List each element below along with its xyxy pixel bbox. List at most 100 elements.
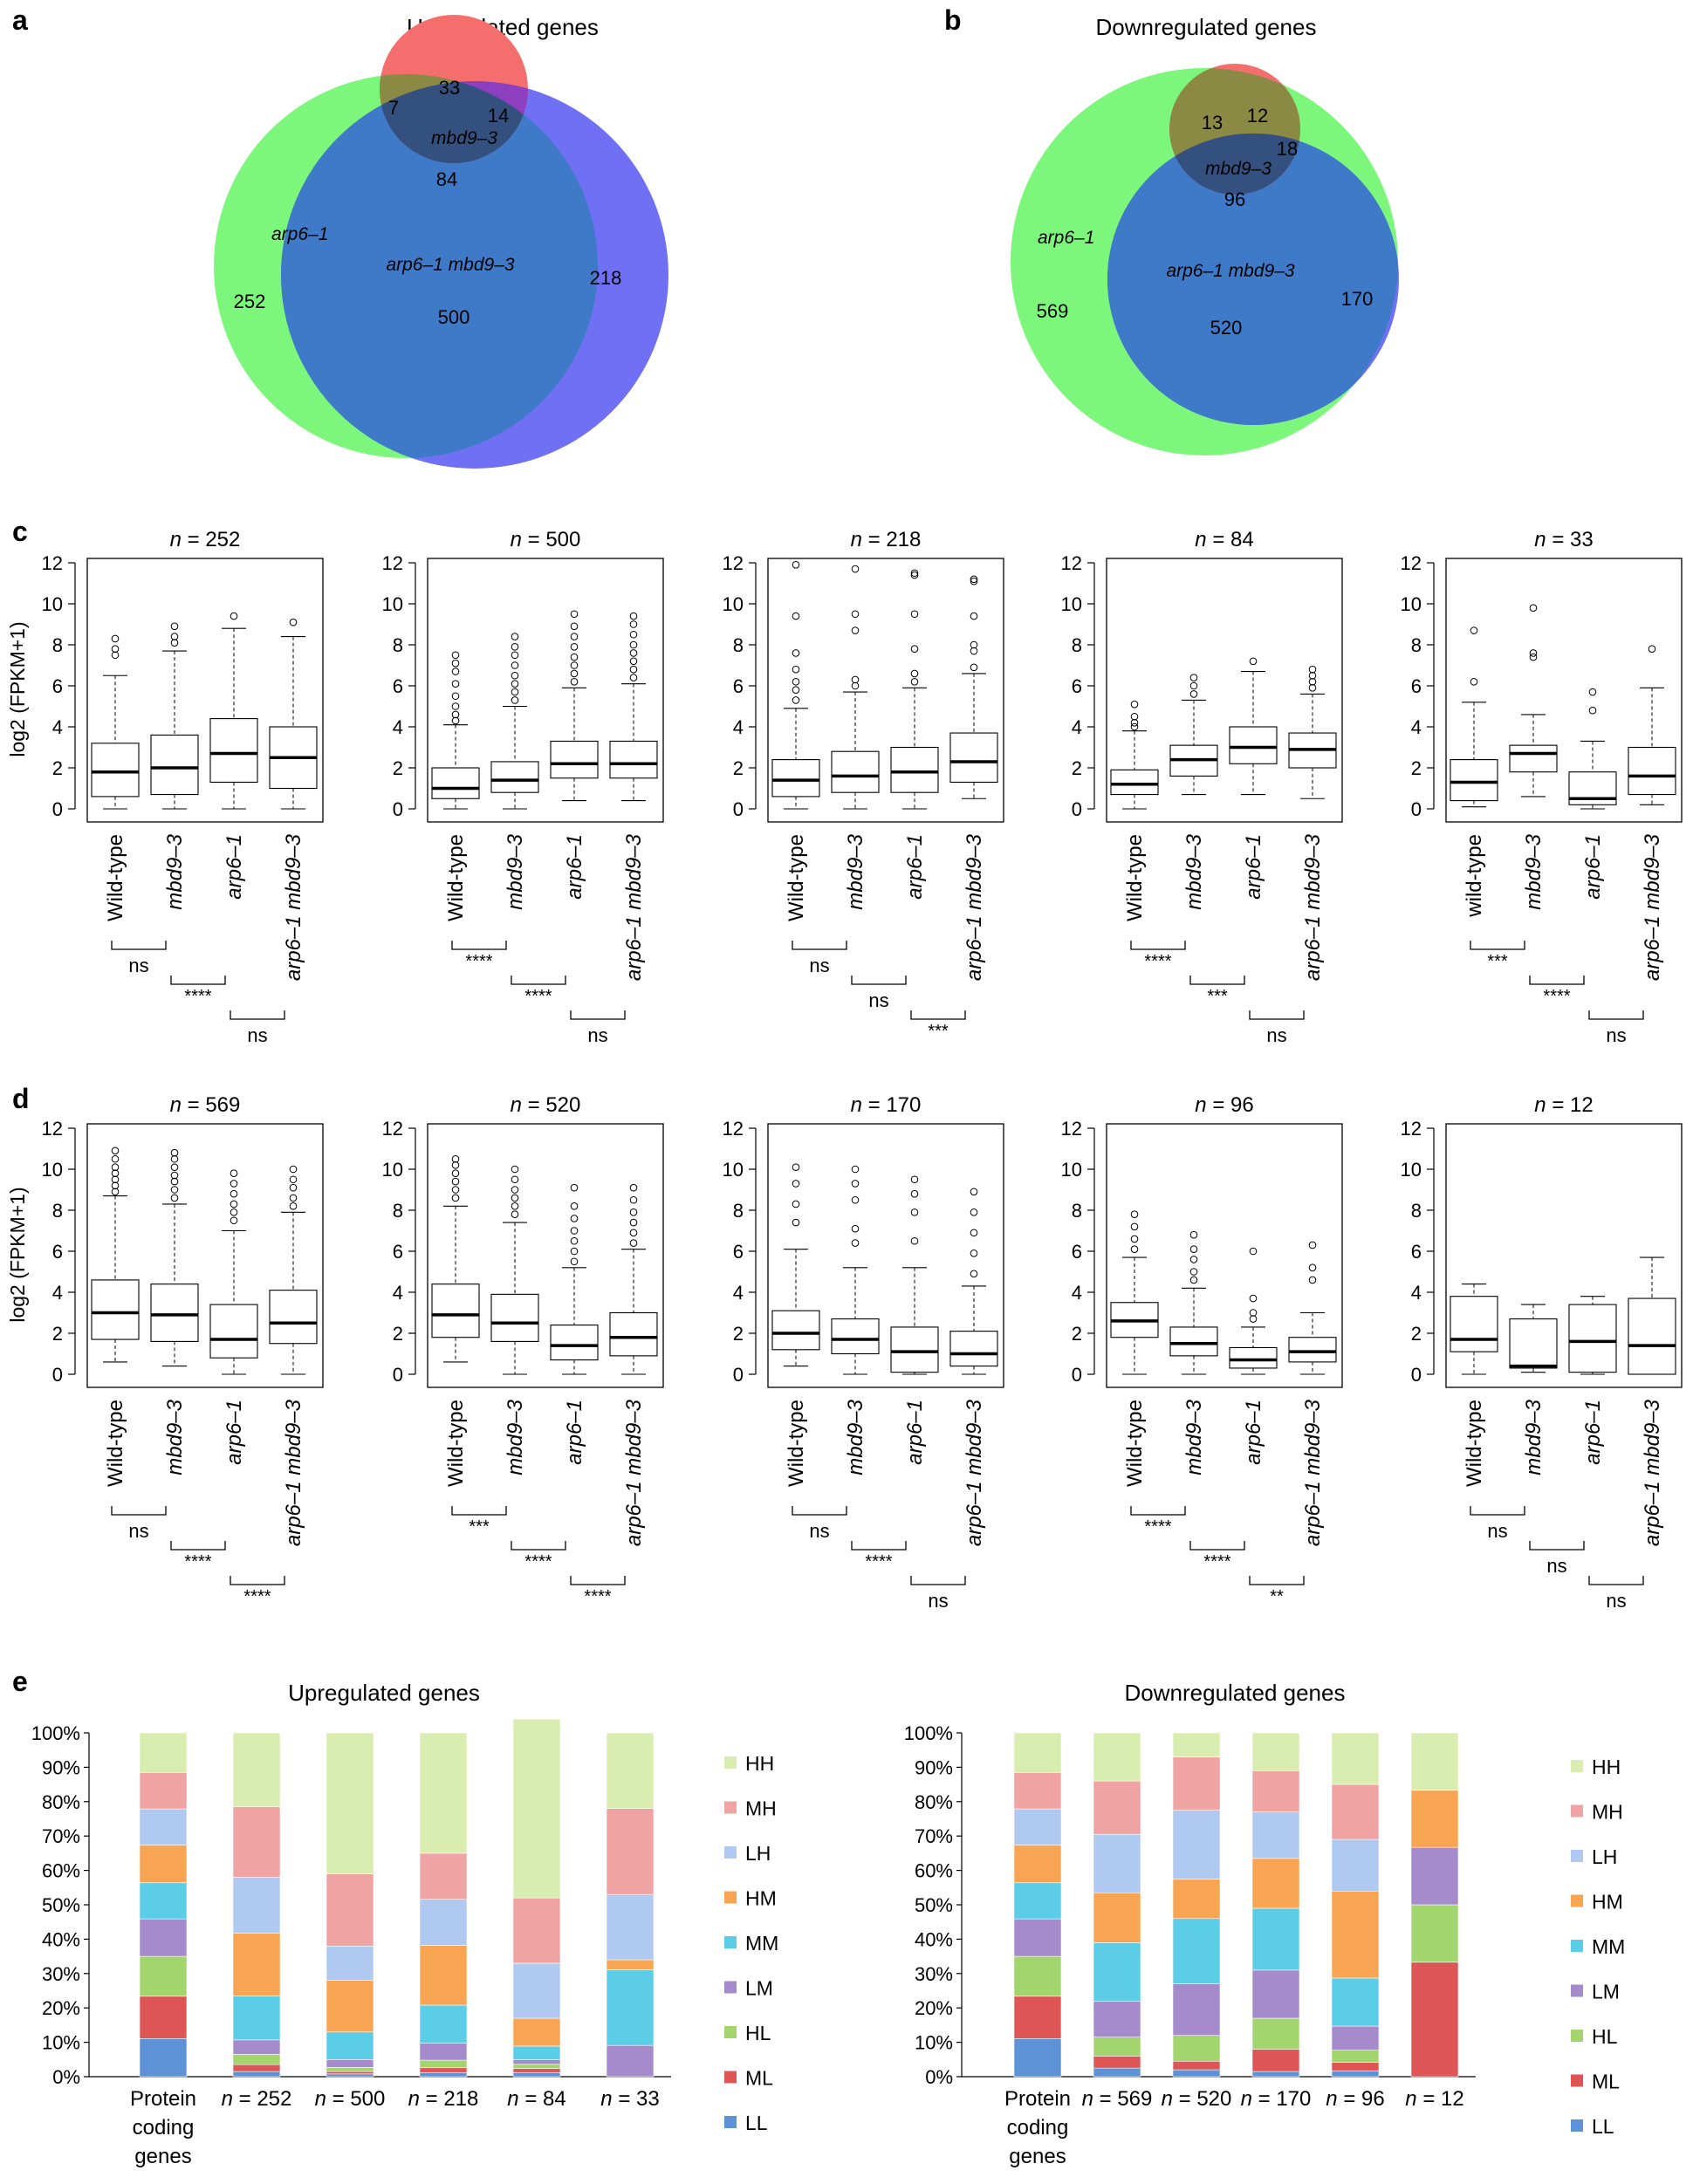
- iqr-box: [1288, 1337, 1337, 1363]
- y-tick-label: 0: [393, 798, 403, 820]
- box: [1169, 1230, 1218, 1375]
- legend-swatch-mm: [724, 1936, 737, 1948]
- venn-label-arp6-1-mbd9-3: arp6–1 mbd9–3: [1166, 261, 1294, 281]
- x-category-label-line: Protein: [1004, 2087, 1071, 2111]
- box: [490, 633, 539, 810]
- significance-label: ns: [809, 1520, 829, 1542]
- bar-segment-ml: [1410, 1961, 1459, 2078]
- y-tick-label: 70%: [915, 1825, 953, 1847]
- significance-label: ****: [243, 1587, 271, 1606]
- outlier-point: [970, 663, 978, 672]
- bar-segment-ll: [1093, 2067, 1141, 2078]
- bar-segment-mh: [1251, 1770, 1300, 1812]
- bar-segment-mh: [326, 1873, 374, 1947]
- bar-segment-lm: [139, 1918, 188, 1957]
- iqr-box: [771, 759, 820, 798]
- panel-n-label-n: n: [1195, 1093, 1212, 1117]
- iqr-box: [490, 1293, 539, 1342]
- stacked-bar: [1172, 1732, 1221, 2078]
- significance-label: ns: [128, 1520, 148, 1542]
- bar-segment-mm: [1251, 1907, 1300, 1971]
- panel-n-label-value: = 218: [868, 528, 922, 551]
- outlier-point: [170, 639, 179, 647]
- panel-n-label-value: = 252: [188, 528, 241, 551]
- outlier-point: [792, 678, 800, 686]
- outlier-point: [511, 688, 519, 696]
- y-tick-label: 12: [42, 1118, 63, 1140]
- outlier-point: [289, 618, 298, 626]
- x-category-label-value: = 170: [1258, 2087, 1312, 2111]
- x-category-label: Wild-type: [1463, 1400, 1486, 1487]
- outlier-point: [170, 1171, 179, 1180]
- plot-frame: [86, 1123, 324, 1388]
- y-tick-label: 10%: [915, 2032, 953, 2054]
- bar-segment-ll: [419, 2071, 468, 2078]
- outlier-point: [289, 1194, 298, 1202]
- outlier-point: [1308, 684, 1317, 692]
- comparison-bracket: ***: [910, 1010, 966, 1041]
- significance-label: ****: [465, 952, 492, 971]
- bar-segment-hh: [1251, 1732, 1300, 1771]
- bar-segment-mm: [1172, 1918, 1221, 1984]
- y-tick-label: 6: [733, 675, 744, 697]
- bar-segment-ml: [1331, 2062, 1380, 2071]
- x-category-label: arp6–1 mbd9–3: [963, 833, 986, 981]
- bar-segment-hh: [139, 1732, 188, 1773]
- legend-swatch-lm: [724, 1981, 737, 1994]
- x-category-label-value: = 84: [524, 2087, 565, 2111]
- bar-segment-lh: [1013, 1808, 1062, 1845]
- bar-segment-hl: [512, 2064, 561, 2069]
- box: [91, 634, 140, 810]
- x-category-label: n = 252: [222, 2087, 292, 2111]
- x-category-label: arp6–1 mbd9–3: [1301, 1399, 1325, 1546]
- plot-frame: [767, 558, 1004, 823]
- x-category-label: Wild-type: [104, 834, 127, 921]
- y-tick-label: 8: [393, 1200, 403, 1222]
- legend-label-ml: ML: [745, 2067, 773, 2090]
- iqr-box: [609, 740, 658, 779]
- legend-label-lm: LM: [745, 1977, 773, 2000]
- box: [431, 1154, 480, 1363]
- bracket-line: [451, 1506, 507, 1516]
- iqr-box: [91, 743, 140, 798]
- x-category-label-n: n: [222, 2087, 239, 2111]
- bar-segment-hm: [139, 1845, 188, 1884]
- panel-n-label-value: = 12: [1552, 1093, 1593, 1117]
- y-tick-label: 6: [1411, 1241, 1422, 1263]
- outlier-point: [1308, 671, 1317, 680]
- y-tick-label: 8: [733, 1200, 744, 1222]
- bar-segment-hm: [1013, 1845, 1062, 1884]
- stacked-bar-chart-downregulated: Downregulated genes 0% 10% 20% 30% 40% 50% 60% 7…: [904, 1680, 1626, 2168]
- bracket-line: [570, 1576, 626, 1585]
- comparison-bracket: ns: [792, 1506, 847, 1542]
- comparison-bracket: ****: [851, 1541, 907, 1571]
- outlier-point: [629, 1218, 638, 1227]
- bar-segment-ll: [326, 2073, 374, 2078]
- x-category-label: mbd9–3: [504, 1399, 527, 1475]
- legend-label-hh: HH: [1592, 1756, 1621, 1778]
- boxplot-panel: n = 500 0 2 4 6 8 10 12 Wild-type mbd9–3 arp6–1 arp…: [382, 528, 664, 1046]
- y-tick-label: 6: [393, 675, 403, 697]
- comparison-bracket: ****: [170, 976, 226, 1006]
- x-category-label: n = 170: [1241, 2087, 1312, 2111]
- legend-label-hl: HL: [1592, 2025, 1618, 2048]
- x-category-label: Wild-type: [444, 1400, 468, 1487]
- venn-count-green-only: 252: [234, 291, 266, 312]
- x-category-label-n: n: [1241, 2087, 1258, 2111]
- outlier-point: [792, 612, 800, 620]
- y-tick-label: 10: [723, 593, 744, 615]
- bracket-line: [792, 1506, 847, 1516]
- significance-label: ****: [184, 1552, 211, 1571]
- iqr-box: [1568, 1304, 1617, 1373]
- y-tick-label: 2: [393, 1323, 403, 1345]
- outlier-point: [170, 1163, 179, 1171]
- comparison-bracket: ***: [451, 1506, 507, 1537]
- y-tick-label: 40%: [42, 1928, 80, 1950]
- outlier-point: [451, 680, 460, 688]
- outlier-point: [511, 661, 519, 669]
- comparison-bracket: ns: [910, 1576, 966, 1612]
- box: [1110, 1210, 1159, 1375]
- iqr-box: [1509, 1318, 1558, 1369]
- outlier-point: [1130, 700, 1139, 709]
